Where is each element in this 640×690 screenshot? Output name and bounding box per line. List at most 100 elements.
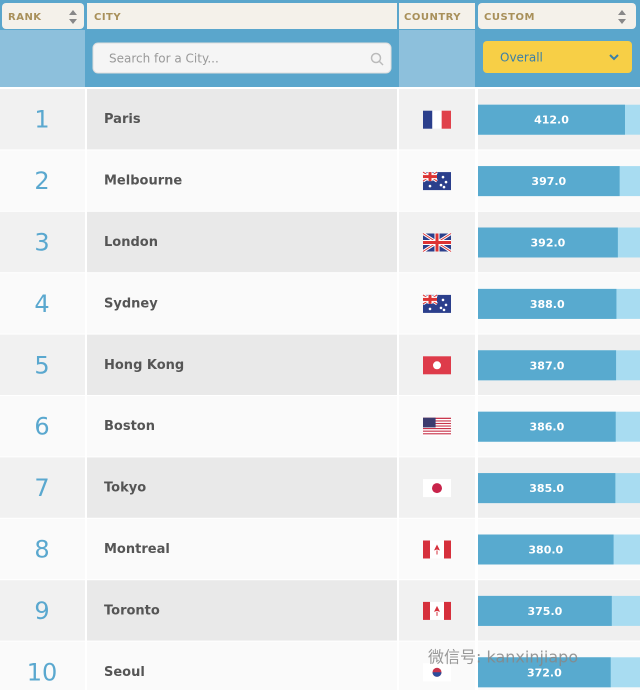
rank-cell bbox=[0, 89, 85, 150]
rank-cell bbox=[0, 334, 85, 395]
city-cell bbox=[87, 273, 397, 334]
flag-part bbox=[423, 425, 451, 427]
city-cell bbox=[87, 641, 397, 690]
city-cell bbox=[87, 211, 397, 273]
flag-part bbox=[423, 422, 451, 425]
score-label: 385.0 bbox=[529, 482, 564, 495]
city-name: London bbox=[104, 235, 158, 250]
score-label: 392.0 bbox=[531, 237, 566, 250]
flag-part bbox=[441, 298, 445, 302]
flag-part bbox=[432, 110, 442, 129]
city-cell bbox=[87, 580, 397, 641]
filter-dropdown[interactable] bbox=[483, 41, 632, 73]
column-header: COUNTRY bbox=[404, 12, 461, 23]
score-bar bbox=[478, 350, 617, 381]
city-name: Boston bbox=[104, 419, 155, 434]
column-header: RANK bbox=[8, 12, 42, 23]
city-name: Toronto bbox=[104, 603, 160, 618]
flag-icon bbox=[423, 356, 451, 375]
rank: 5 bbox=[34, 351, 49, 379]
sort-icon[interactable] bbox=[69, 10, 77, 24]
score-bar bbox=[478, 288, 617, 319]
flag-part bbox=[444, 180, 448, 184]
rank-cell bbox=[0, 641, 85, 690]
flag-icon bbox=[423, 417, 451, 436]
score-label: 372.0 bbox=[527, 666, 562, 679]
rank-cell bbox=[0, 580, 85, 641]
city-cell bbox=[87, 89, 397, 150]
flag-part bbox=[441, 175, 445, 179]
flag-part bbox=[423, 431, 451, 434]
rank: 4 bbox=[34, 290, 49, 318]
sort-icon[interactable] bbox=[618, 10, 626, 24]
flag-part bbox=[444, 540, 451, 559]
city-cell bbox=[87, 457, 397, 518]
rank-cell bbox=[0, 457, 85, 518]
flag-part bbox=[423, 175, 437, 179]
rank: 1 bbox=[34, 106, 49, 134]
city-cell bbox=[87, 518, 397, 580]
header-cell[interactable] bbox=[399, 3, 475, 29]
score-label: 380.0 bbox=[528, 544, 563, 557]
city-cell bbox=[87, 334, 397, 395]
score-label: 387.0 bbox=[530, 359, 565, 372]
score-bar bbox=[478, 534, 614, 565]
city-name: Montreal bbox=[104, 542, 170, 557]
flag-icon bbox=[423, 479, 451, 498]
flag-icon bbox=[423, 601, 451, 620]
city-name: Seoul bbox=[104, 665, 145, 680]
flag-part bbox=[423, 424, 451, 426]
rank: 3 bbox=[34, 229, 49, 257]
flag-part bbox=[442, 308, 446, 312]
flag-part bbox=[442, 185, 446, 189]
score-bar bbox=[478, 473, 616, 504]
flag-part bbox=[423, 427, 451, 430]
flag-part bbox=[423, 434, 451, 436]
flag-part bbox=[444, 303, 448, 307]
rank: 9 bbox=[34, 597, 49, 625]
search-icon bbox=[370, 52, 382, 64]
score-bar bbox=[478, 657, 611, 688]
score-bar bbox=[478, 104, 625, 135]
flag-part bbox=[432, 483, 442, 494]
column-header: CUSTOM bbox=[484, 12, 535, 23]
city-name: Melbourne bbox=[104, 174, 182, 189]
search-placeholder: Search for a City... bbox=[109, 52, 219, 66]
flag-part bbox=[423, 417, 451, 419]
dropdown-arrow bbox=[609, 54, 619, 61]
watermark: 微信号: kanxinjiapo bbox=[428, 648, 578, 667]
city-name: Tokyo bbox=[104, 481, 146, 496]
flag-part bbox=[423, 540, 430, 559]
rows: 1 Paris 412.0 2 Melbourne 397.0 3 London 392.0 4 S… bbox=[0, 89, 640, 690]
flag-part bbox=[423, 421, 451, 423]
header-cell[interactable] bbox=[478, 3, 636, 29]
rank-cell bbox=[0, 273, 85, 334]
rank: 10 bbox=[27, 658, 58, 686]
search-box[interactable] bbox=[92, 42, 392, 74]
rank-cell bbox=[0, 518, 85, 580]
flag-part bbox=[439, 183, 443, 187]
flag-part bbox=[423, 418, 451, 421]
flag-icon bbox=[422, 232, 452, 253]
score-label: 386.0 bbox=[529, 421, 564, 434]
score-bar bbox=[478, 411, 616, 442]
flag-part bbox=[434, 605, 440, 616]
flag-part bbox=[441, 110, 451, 129]
score-bar bbox=[478, 227, 618, 258]
flag-part bbox=[423, 241, 451, 244]
rank-cell bbox=[0, 211, 85, 273]
header-cell[interactable] bbox=[87, 3, 397, 29]
rank: 6 bbox=[34, 413, 49, 441]
column-header: CITY bbox=[94, 12, 121, 23]
flag-part bbox=[423, 601, 430, 620]
flag-part bbox=[423, 430, 451, 432]
flag-part bbox=[434, 544, 440, 555]
filter-label: Overall bbox=[500, 51, 543, 65]
flag-part bbox=[423, 297, 437, 301]
header-cell bbox=[0, 30, 85, 87]
rank-cell bbox=[0, 396, 85, 457]
header-cell[interactable] bbox=[2, 3, 84, 29]
flag-part bbox=[432, 672, 442, 677]
